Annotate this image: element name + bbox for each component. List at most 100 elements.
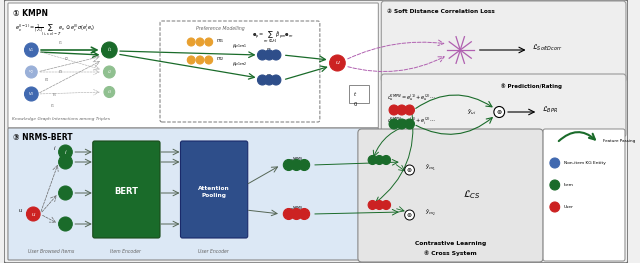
Text: $i_3$: $i_3$ xyxy=(107,88,112,96)
Circle shape xyxy=(368,200,377,210)
Text: $e_v^{(l-1)}=\frac{1}{|\mathcal{N}_i|}\sum_{(i,r,v)\sim\mathcal{T}}e_v\odot e_r^: $e_v^{(l-1)}=\frac{1}{|\mathcal{N}_i|}\s… xyxy=(15,22,95,37)
Text: $\hat{y}_{cs_2}$: $\hat{y}_{cs_2}$ xyxy=(425,208,436,218)
Circle shape xyxy=(196,56,204,64)
Text: ④ Cross System: ④ Cross System xyxy=(424,250,477,256)
Text: User Browsed Items: User Browsed Items xyxy=(28,249,74,254)
Text: $r_1$: $r_1$ xyxy=(50,102,56,110)
Text: $i$: $i$ xyxy=(64,148,67,156)
Circle shape xyxy=(264,50,274,60)
Circle shape xyxy=(188,38,195,46)
Text: $\beta p_1m_2$: $\beta p_1m_2$ xyxy=(232,60,248,68)
Text: $\otimes$: $\otimes$ xyxy=(406,166,413,174)
Circle shape xyxy=(291,159,302,170)
Text: $r_5$: $r_5$ xyxy=(52,90,58,99)
Circle shape xyxy=(26,66,37,78)
Circle shape xyxy=(397,119,406,129)
Circle shape xyxy=(59,145,72,159)
Text: $i_2$: $i_2$ xyxy=(107,68,112,76)
Text: $r_2$: $r_2$ xyxy=(63,54,69,63)
Text: $\hat{y}_{cs_1}$: $\hat{y}_{cs_1}$ xyxy=(425,163,436,173)
Text: $r_1$: $r_1$ xyxy=(58,39,63,47)
Circle shape xyxy=(550,158,559,168)
Circle shape xyxy=(59,155,72,169)
Circle shape xyxy=(205,38,212,46)
Text: BERT: BERT xyxy=(114,188,138,196)
Circle shape xyxy=(291,209,302,220)
Text: ② Soft Distance Correlation Loss: ② Soft Distance Correlation Loss xyxy=(387,9,495,14)
Text: $c_i^{KMPN}=e_i^{(1)}+e_i^{(2)}\cdots$: $c_i^{KMPN}=e_i^{(1)}+e_i^{(2)}\cdots$ xyxy=(387,116,436,127)
Circle shape xyxy=(299,159,310,170)
Text: $\mathcal{L}_{BPR}$: $\mathcal{L}_{BPR}$ xyxy=(542,105,558,115)
Text: User Encoder: User Encoder xyxy=(198,249,229,254)
Circle shape xyxy=(188,56,195,64)
Text: $t$: $t$ xyxy=(353,90,357,98)
FancyBboxPatch shape xyxy=(358,129,543,262)
Circle shape xyxy=(59,186,72,200)
Circle shape xyxy=(389,119,399,129)
Circle shape xyxy=(382,200,390,210)
Text: $\otimes$: $\otimes$ xyxy=(406,211,413,219)
Text: $i_1$: $i_1$ xyxy=(106,45,112,54)
Circle shape xyxy=(24,43,38,57)
Circle shape xyxy=(59,217,72,231)
Text: $u$: $u$ xyxy=(19,206,24,214)
Text: $0$: $0$ xyxy=(353,100,358,108)
Circle shape xyxy=(368,155,377,164)
Text: $\hat{y}_{ui}$: $\hat{y}_{ui}$ xyxy=(467,107,477,117)
Text: ③ NRMS-BERT: ③ NRMS-BERT xyxy=(13,133,72,142)
Text: $\beta p_1m_1$: $\beta p_1m_1$ xyxy=(232,42,248,50)
Text: ① KMPN: ① KMPN xyxy=(13,9,48,18)
Circle shape xyxy=(24,87,38,101)
Text: $u$: $u$ xyxy=(31,210,36,218)
Text: $v_2$: $v_2$ xyxy=(28,68,35,76)
Text: $m_1$: $m_1$ xyxy=(216,37,225,45)
Text: $v_1$: $v_1$ xyxy=(28,46,35,54)
Text: $i$: $i$ xyxy=(53,144,57,152)
Circle shape xyxy=(404,165,415,175)
Text: Preference Modelling: Preference Modelling xyxy=(196,26,244,31)
FancyBboxPatch shape xyxy=(381,74,626,137)
Text: Contrastive Learning: Contrastive Learning xyxy=(415,241,486,246)
Circle shape xyxy=(284,159,294,170)
Circle shape xyxy=(26,207,40,221)
Text: $\mathcal{L}_{CS}$: $\mathcal{L}_{CS}$ xyxy=(463,189,481,201)
Circle shape xyxy=(404,210,415,220)
Text: Non-item KG Entity: Non-item KG Entity xyxy=(564,161,605,165)
Text: Item Encoder: Item Encoder xyxy=(111,249,141,254)
Circle shape xyxy=(375,155,384,164)
Circle shape xyxy=(404,105,415,115)
Circle shape xyxy=(284,209,294,220)
Text: $r_4$: $r_4$ xyxy=(44,75,50,84)
FancyBboxPatch shape xyxy=(381,1,626,82)
Text: $v_3$: $v_3$ xyxy=(28,90,35,98)
Text: $r_3$: $r_3$ xyxy=(58,68,63,77)
Circle shape xyxy=(389,105,399,115)
FancyBboxPatch shape xyxy=(543,129,625,261)
Text: $\otimes$: $\otimes$ xyxy=(496,108,502,116)
FancyBboxPatch shape xyxy=(4,0,628,263)
FancyBboxPatch shape xyxy=(180,141,248,238)
Circle shape xyxy=(196,38,204,46)
Text: Item: Item xyxy=(564,183,573,187)
Text: Feature Passing: Feature Passing xyxy=(602,139,635,143)
Circle shape xyxy=(397,105,406,115)
Circle shape xyxy=(299,209,310,220)
Text: $c_u^{KMPN}=e_u^{(1)}+e_u^{(2)}\cdots$: $c_u^{KMPN}=e_u^{(1)}+e_u^{(2)}\cdots$ xyxy=(387,92,436,103)
FancyBboxPatch shape xyxy=(8,3,378,128)
Circle shape xyxy=(494,107,504,118)
Circle shape xyxy=(264,75,274,85)
Text: $m_2$: $m_2$ xyxy=(216,55,225,63)
Text: User: User xyxy=(564,205,573,209)
Circle shape xyxy=(550,180,559,190)
Circle shape xyxy=(382,155,390,164)
Bar xyxy=(349,85,369,103)
Text: $p_2$: $p_2$ xyxy=(266,72,273,80)
Text: Knowledge Graph Interactions among Triples: Knowledge Graph Interactions among Tripl… xyxy=(12,117,109,121)
Circle shape xyxy=(330,55,345,71)
Circle shape xyxy=(102,42,117,58)
Text: $\mathbf{e}_p=\sum_{m\in\mathcal{M}}\hat{\beta}_{pm}\mathbf{e}_m$: $\mathbf{e}_p=\sum_{m\in\mathcal{M}}\hat… xyxy=(252,30,294,45)
Text: $p_1$: $p_1$ xyxy=(266,46,273,54)
Circle shape xyxy=(104,66,115,78)
Circle shape xyxy=(271,50,281,60)
Circle shape xyxy=(257,75,268,85)
